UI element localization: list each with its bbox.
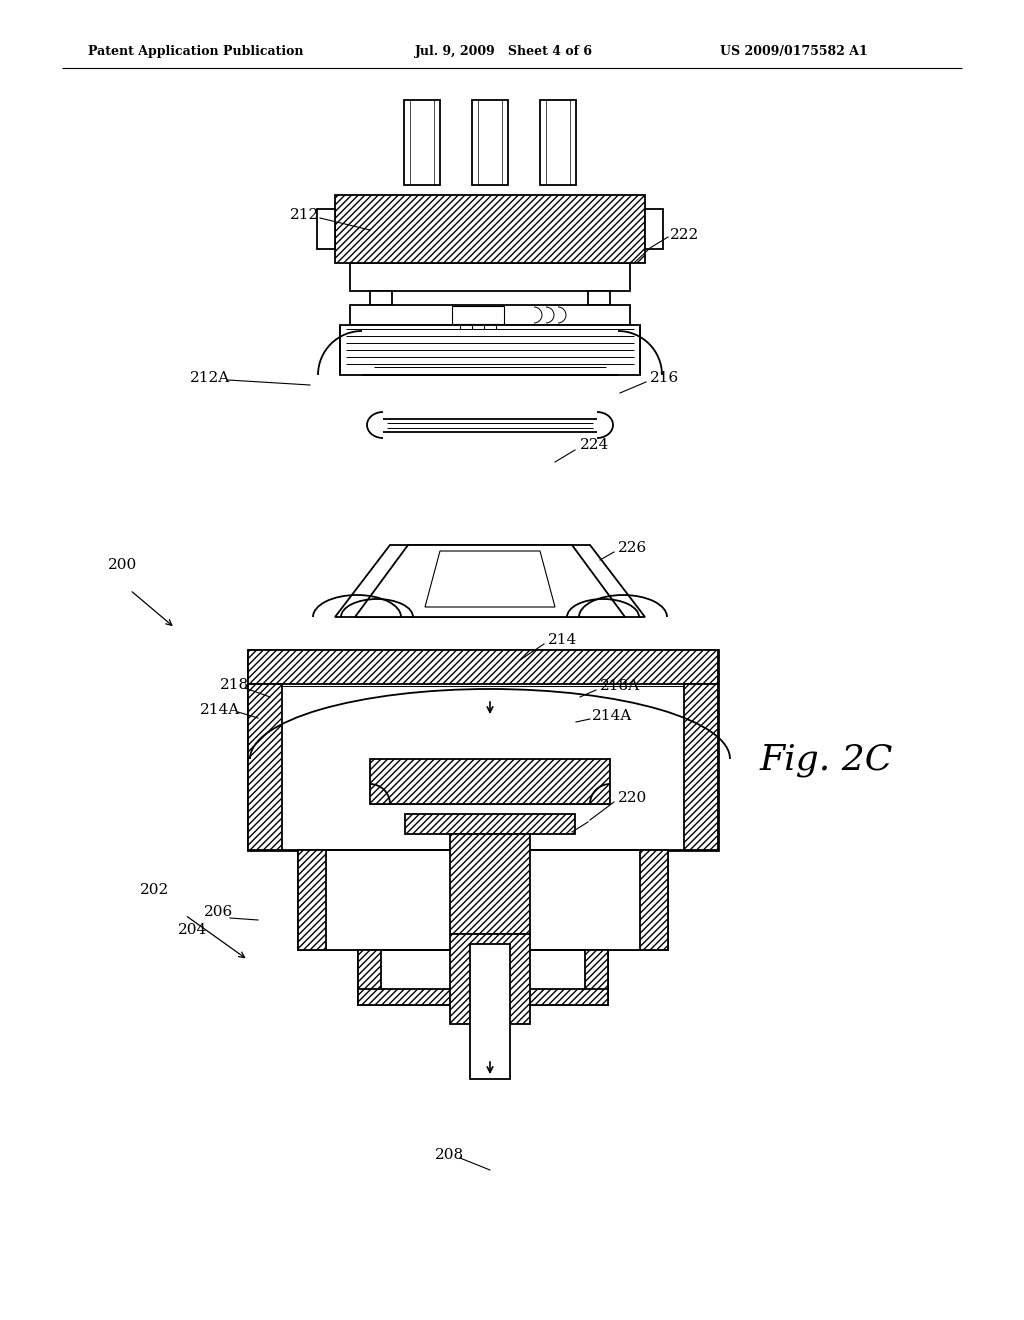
Bar xyxy=(335,195,645,263)
Text: Jul. 9, 2009   Sheet 4 of 6: Jul. 9, 2009 Sheet 4 of 6 xyxy=(415,45,593,58)
Text: 220: 220 xyxy=(618,791,647,805)
Bar xyxy=(450,935,530,1024)
Bar xyxy=(470,944,510,1078)
Bar xyxy=(317,209,335,249)
Bar xyxy=(472,100,508,185)
Bar xyxy=(540,100,575,185)
Text: US 2009/0175582 A1: US 2009/0175582 A1 xyxy=(720,45,867,58)
Text: 218: 218 xyxy=(220,678,249,692)
Bar xyxy=(340,325,640,375)
Text: 216: 216 xyxy=(650,371,679,385)
Text: 214A: 214A xyxy=(592,709,632,723)
Text: 206: 206 xyxy=(204,906,233,919)
Bar xyxy=(350,263,630,290)
Polygon shape xyxy=(335,545,645,616)
Text: 214A: 214A xyxy=(200,704,241,717)
Text: 204: 204 xyxy=(178,923,207,937)
Bar xyxy=(404,100,440,185)
Text: 218A: 218A xyxy=(600,678,640,693)
Text: 224: 224 xyxy=(580,438,609,451)
Bar xyxy=(248,649,718,850)
Bar xyxy=(645,209,663,249)
Bar xyxy=(585,950,608,1005)
Bar xyxy=(358,950,608,1005)
Bar xyxy=(450,834,530,935)
Bar xyxy=(684,684,718,850)
Text: 214: 214 xyxy=(548,634,578,647)
Bar xyxy=(370,290,392,305)
Bar xyxy=(640,850,668,950)
Bar xyxy=(248,649,718,684)
Polygon shape xyxy=(355,545,625,616)
Text: 202: 202 xyxy=(140,883,169,898)
Text: 212: 212 xyxy=(290,209,319,222)
Polygon shape xyxy=(425,550,555,607)
Text: Patent Application Publication: Patent Application Publication xyxy=(88,45,303,58)
Bar xyxy=(452,306,504,323)
Text: 226: 226 xyxy=(618,541,647,554)
Bar xyxy=(588,290,610,305)
Bar xyxy=(370,759,610,804)
Text: 222: 222 xyxy=(670,228,699,242)
Bar xyxy=(406,814,575,834)
Bar xyxy=(248,684,282,850)
Bar xyxy=(350,305,630,325)
Bar xyxy=(298,850,668,950)
Text: 212A: 212A xyxy=(190,371,230,385)
Text: Fig. 2C: Fig. 2C xyxy=(760,743,893,777)
Bar xyxy=(358,989,608,1005)
Bar xyxy=(298,850,326,950)
Text: 208: 208 xyxy=(435,1148,464,1162)
Bar xyxy=(358,950,381,1005)
Text: 200: 200 xyxy=(108,558,137,572)
